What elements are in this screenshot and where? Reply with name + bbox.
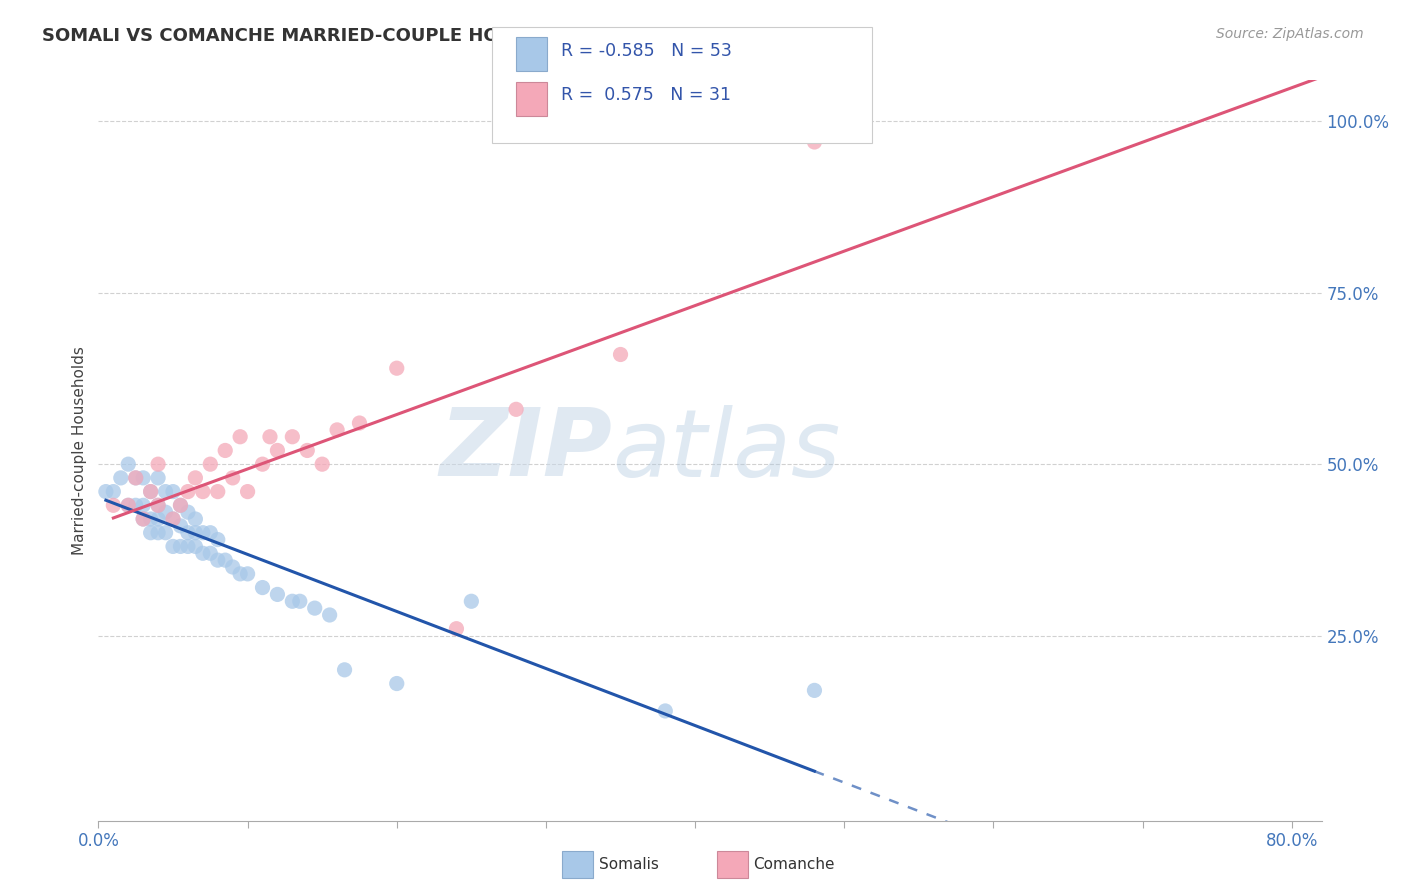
Point <box>229 566 252 581</box>
Point <box>155 525 177 540</box>
Point <box>146 498 169 512</box>
Point <box>333 663 356 677</box>
Text: Source: ZipAtlas.com: Source: ZipAtlas.com <box>1216 27 1364 41</box>
Point <box>326 423 349 437</box>
Point <box>184 512 207 526</box>
Point <box>169 498 191 512</box>
Point <box>266 443 288 458</box>
Text: atlas: atlas <box>612 405 841 496</box>
Text: Somalis: Somalis <box>599 857 659 871</box>
Point <box>177 525 200 540</box>
Point <box>446 622 468 636</box>
Point <box>311 457 333 471</box>
Point <box>110 471 132 485</box>
Point <box>281 430 304 444</box>
Point <box>184 540 207 554</box>
Point <box>177 505 200 519</box>
Point <box>169 519 191 533</box>
Point <box>266 587 288 601</box>
Point <box>162 540 184 554</box>
Point <box>236 484 259 499</box>
Point <box>169 540 191 554</box>
Point <box>177 540 200 554</box>
Point <box>221 560 243 574</box>
Point <box>259 430 281 444</box>
Point <box>184 525 207 540</box>
Text: SOMALI VS COMANCHE MARRIED-COUPLE HOUSEHOLDS CORRELATION CHART: SOMALI VS COMANCHE MARRIED-COUPLE HOUSEH… <box>42 27 830 45</box>
Text: ZIP: ZIP <box>439 404 612 497</box>
Point <box>139 484 162 499</box>
Point <box>318 607 340 622</box>
Point <box>139 525 162 540</box>
Point <box>214 443 236 458</box>
Point <box>117 457 139 471</box>
Point <box>155 505 177 519</box>
Point <box>236 566 259 581</box>
Point <box>125 471 148 485</box>
Point <box>169 498 191 512</box>
Point <box>803 683 825 698</box>
Point <box>162 512 184 526</box>
Point <box>297 443 319 458</box>
Point <box>146 498 169 512</box>
Point <box>132 498 155 512</box>
Point <box>214 553 236 567</box>
Point <box>200 546 222 560</box>
Point <box>207 553 229 567</box>
Point <box>125 471 148 485</box>
Point <box>117 498 139 512</box>
Point <box>200 457 222 471</box>
Point <box>132 512 155 526</box>
Point <box>207 533 229 547</box>
Point <box>94 484 117 499</box>
Point <box>191 546 214 560</box>
Point <box>139 484 162 499</box>
Point <box>252 581 274 595</box>
Point <box>155 484 177 499</box>
Point <box>654 704 676 718</box>
Point <box>803 135 825 149</box>
Point <box>146 457 169 471</box>
Point <box>103 484 125 499</box>
Y-axis label: Married-couple Households: Married-couple Households <box>72 346 87 555</box>
Point <box>162 484 184 499</box>
Point <box>132 512 155 526</box>
Point <box>460 594 482 608</box>
Point <box>281 594 304 608</box>
Point <box>191 484 214 499</box>
Point <box>505 402 527 417</box>
Point <box>139 512 162 526</box>
Point <box>229 430 252 444</box>
Point <box>146 512 169 526</box>
Point <box>385 361 408 376</box>
Point <box>117 498 139 512</box>
Point <box>304 601 326 615</box>
Point <box>221 471 243 485</box>
Point <box>125 498 148 512</box>
Point <box>103 498 125 512</box>
Point <box>252 457 274 471</box>
Point <box>349 416 371 430</box>
Text: Comanche: Comanche <box>754 857 835 871</box>
Point <box>177 484 200 499</box>
Point <box>609 347 631 361</box>
Text: R =  0.575   N = 31: R = 0.575 N = 31 <box>561 87 731 104</box>
Point <box>162 512 184 526</box>
Point <box>146 471 169 485</box>
Point <box>184 471 207 485</box>
Point <box>385 676 408 690</box>
Point <box>191 525 214 540</box>
Point <box>207 484 229 499</box>
Point <box>132 471 155 485</box>
Point <box>200 525 222 540</box>
Point <box>146 525 169 540</box>
Text: R = -0.585   N = 53: R = -0.585 N = 53 <box>561 42 733 60</box>
Point <box>288 594 311 608</box>
